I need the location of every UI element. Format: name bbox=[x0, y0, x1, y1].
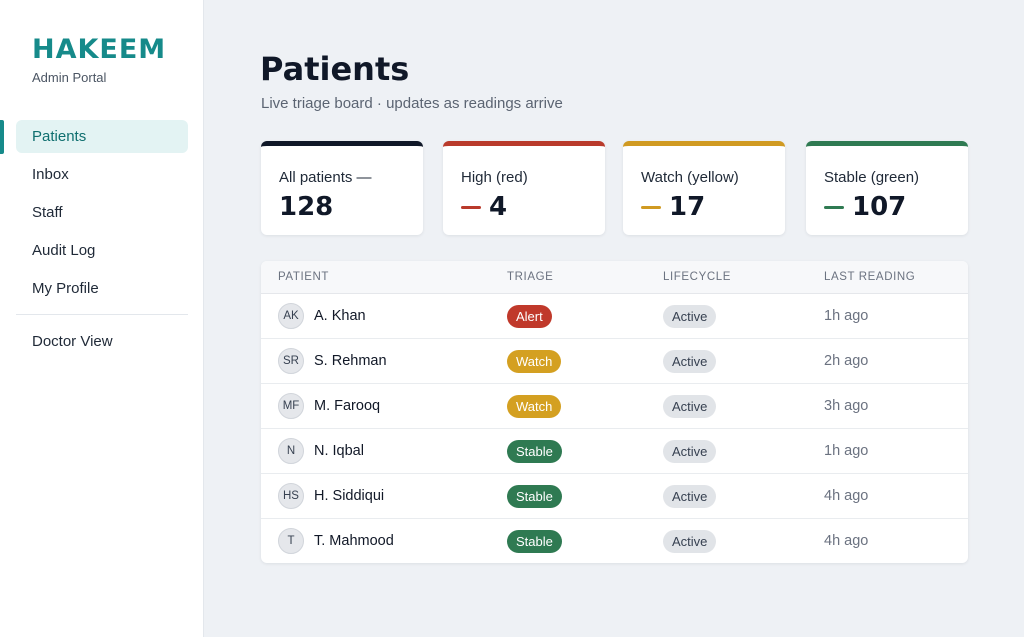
table-body: AK A. Khan Alert Active 1h ago SR S. Reh… bbox=[261, 294, 968, 563]
triage-badge: Stable bbox=[507, 440, 562, 463]
triage-badge: Alert bbox=[507, 305, 552, 328]
lifecycle-badge: Active bbox=[663, 530, 717, 553]
sidebar-item-patients[interactable]: Patients bbox=[16, 120, 188, 153]
patient-name[interactable]: S. Rehman bbox=[314, 353, 387, 369]
stat-label: Watch (yellow) bbox=[641, 169, 739, 186]
main-content: Patients Live triage board · updates as … bbox=[204, 0, 1024, 637]
avatar-initials: HS bbox=[283, 490, 299, 502]
sidebar-nav: Patients Inbox Staff Audit Log My Profil… bbox=[16, 120, 188, 363]
stat-card-stable[interactable]: Stable (green) 107 bbox=[806, 141, 968, 235]
stat-value: 107 bbox=[852, 192, 907, 222]
table-row[interactable]: SR S. Rehman Watch Active 2h ago bbox=[261, 339, 968, 384]
stat-card-all[interactable]: All patients — 128 bbox=[261, 141, 423, 235]
avatar-initials: SR bbox=[283, 355, 299, 367]
stat-value-wrap: 4 bbox=[461, 192, 507, 222]
sidebar-item-audit-log[interactable]: Audit Log bbox=[32, 242, 96, 259]
last-reading: 4h ago bbox=[824, 533, 869, 549]
sidebar-item-staff[interactable]: Staff bbox=[32, 204, 63, 221]
brand-subtitle: Admin Portal bbox=[32, 70, 107, 85]
triage-badge: Watch bbox=[507, 395, 562, 418]
avatar: AK bbox=[278, 303, 304, 329]
brand-logo-text: HAKEEM bbox=[32, 34, 167, 65]
lifecycle-badge: Active bbox=[663, 305, 717, 328]
sidebar-item-my-profile[interactable]: My Profile bbox=[32, 280, 99, 297]
stat-card-high[interactable]: High (red) 4 bbox=[443, 141, 605, 235]
stat-value: 128 bbox=[279, 192, 334, 222]
avatar: T bbox=[278, 528, 304, 554]
stat-cards: All patients — 128 High (red) 4 Watch (y… bbox=[261, 141, 968, 235]
triage-badge: Stable bbox=[507, 485, 562, 508]
avatar: SR bbox=[278, 348, 304, 374]
column-header-last-reading[interactable]: LAST READING bbox=[824, 271, 916, 283]
last-reading: 4h ago bbox=[824, 488, 869, 504]
nav-divider bbox=[16, 314, 188, 315]
patient-cell: SR S. Rehman bbox=[278, 348, 387, 374]
stat-label: All patients — bbox=[279, 169, 372, 186]
stat-label: High (red) bbox=[461, 169, 528, 186]
avatar-initials: MF bbox=[282, 400, 300, 412]
last-reading: 1h ago bbox=[824, 443, 869, 459]
avatar: N bbox=[278, 438, 304, 464]
triage-badge: Watch bbox=[507, 350, 562, 373]
table-row[interactable]: AK A. Khan Alert Active 1h ago bbox=[261, 294, 968, 339]
column-header-lifecycle[interactable]: LIFECYCLE bbox=[663, 271, 732, 283]
stat-value-wrap: 17 bbox=[641, 192, 705, 222]
last-reading: 1h ago bbox=[824, 308, 869, 324]
stat-label: Stable (green) bbox=[824, 169, 920, 186]
page-subtitle: Live triage board · updates as readings … bbox=[261, 95, 563, 112]
avatar: HS bbox=[278, 483, 304, 509]
lifecycle-badge: Active bbox=[663, 395, 717, 418]
avatar: MF bbox=[278, 393, 304, 419]
stat-value-wrap: 128 bbox=[279, 192, 333, 222]
patient-name[interactable]: N. Iqbal bbox=[314, 443, 364, 459]
lifecycle-badge: Active bbox=[663, 485, 717, 508]
patient-name[interactable]: H. Siddiqui bbox=[314, 488, 385, 504]
brand: HAKEEM Admin Portal bbox=[32, 34, 166, 85]
dash-icon bbox=[824, 205, 844, 209]
dash-icon bbox=[461, 205, 481, 209]
patient-name[interactable]: A. Khan bbox=[314, 308, 366, 324]
stat-card-watch[interactable]: Watch (yellow) 17 bbox=[623, 141, 785, 235]
patient-cell: T T. Mahmood bbox=[278, 528, 394, 554]
avatar-initials: T bbox=[287, 535, 295, 547]
patient-cell: N N. Iqbal bbox=[278, 438, 364, 464]
patient-cell: AK A. Khan bbox=[278, 303, 366, 329]
patient-cell: MF M. Farooq bbox=[278, 393, 380, 419]
lifecycle-badge: Active bbox=[663, 350, 717, 373]
table-header: PATIENT TRIAGE LIFECYCLE LAST READING bbox=[261, 261, 968, 294]
active-nav-indicator bbox=[0, 120, 4, 154]
column-header-patient[interactable]: PATIENT bbox=[278, 271, 330, 283]
sidebar: HAKEEM Admin Portal Patients Inbox Staff… bbox=[0, 0, 204, 637]
table-row[interactable]: T T. Mahmood Stable Active 4h ago bbox=[261, 519, 968, 563]
stat-value-wrap: 107 bbox=[824, 192, 906, 222]
table-row[interactable]: HS H. Siddiqui Stable Active 4h ago bbox=[261, 474, 968, 519]
page-title: Patients bbox=[260, 50, 410, 88]
triage-badge: Stable bbox=[507, 530, 562, 553]
lifecycle-badge: Active bbox=[663, 440, 717, 463]
patient-cell: HS H. Siddiqui bbox=[278, 483, 384, 509]
table-row[interactable]: N N. Iqbal Stable Active 1h ago bbox=[261, 429, 968, 474]
column-header-triage[interactable]: TRIAGE bbox=[507, 271, 554, 283]
stat-value: 17 bbox=[669, 192, 706, 222]
dash-icon bbox=[641, 205, 661, 209]
stat-value: 4 bbox=[489, 192, 508, 222]
patients-table: PATIENT TRIAGE LIFECYCLE LAST READING AK… bbox=[261, 261, 968, 563]
last-reading: 2h ago bbox=[824, 353, 869, 369]
patient-name[interactable]: M. Farooq bbox=[314, 398, 381, 414]
last-reading: 3h ago bbox=[824, 398, 869, 414]
avatar-initials: N bbox=[286, 445, 296, 457]
patient-name[interactable]: T. Mahmood bbox=[314, 533, 394, 549]
table-row[interactable]: MF M. Farooq Watch Active 3h ago bbox=[261, 384, 968, 429]
sidebar-item-inbox[interactable]: Inbox bbox=[32, 166, 69, 183]
avatar-initials: AK bbox=[283, 310, 299, 322]
sidebar-item-doctor-view[interactable]: Doctor View bbox=[32, 333, 113, 350]
